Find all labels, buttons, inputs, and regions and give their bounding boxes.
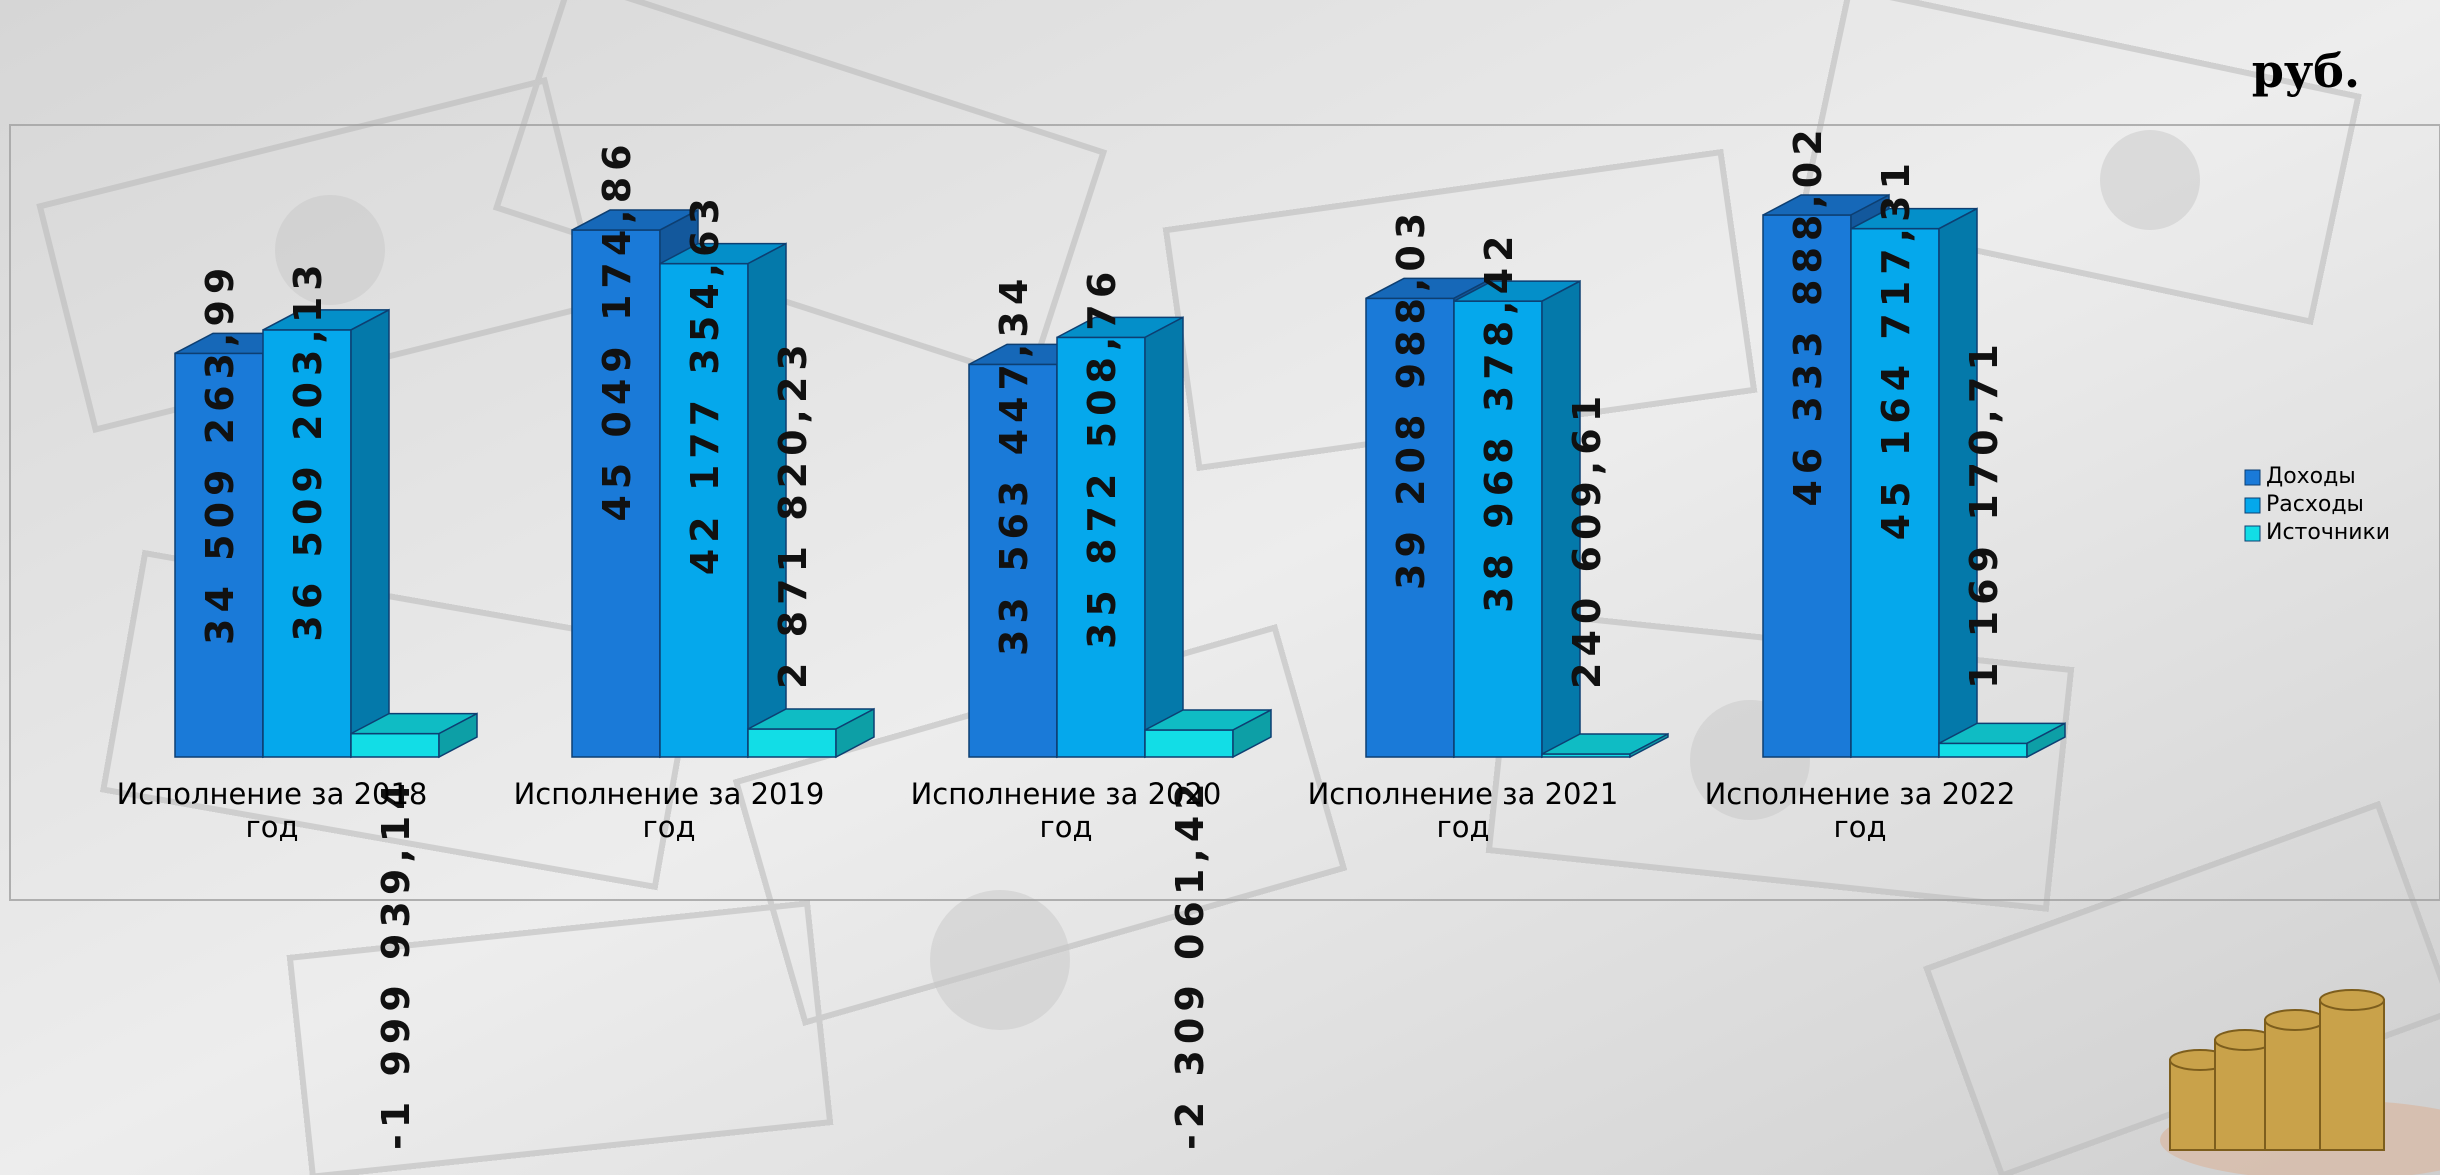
bar-Источники-1 <box>747 707 875 759</box>
data-label: 45 049 174,86 <box>595 138 639 521</box>
legend-label: Источники <box>2266 520 2390 545</box>
category-label: Исполнение за 2021 год <box>1308 777 1619 844</box>
chart-bars <box>174 193 2066 759</box>
bar-Источники-3 <box>1541 732 1669 759</box>
coins-decoration <box>2160 989 2440 1175</box>
legend-item-0: Доходы <box>2244 464 2356 489</box>
legend-item-1: Расходы <box>2244 492 2364 517</box>
category-label: Исполнение за 2018 год <box>117 777 428 844</box>
legend-label: Расходы <box>2266 492 2364 517</box>
bar-Источники-0 <box>350 712 478 759</box>
bar-Источники-2 <box>1144 708 1272 759</box>
legend-label: Доходы <box>2266 464 2356 489</box>
data-label: 39 208 988,03 <box>1389 207 1433 590</box>
data-label: 2 871 820,23 <box>771 338 815 689</box>
data-label: 33 563 447,34 <box>992 273 1036 656</box>
legend-item-2: Источники <box>2244 520 2390 545</box>
data-label: 240 609,61 <box>1565 390 1609 689</box>
data-label: 42 177 354,63 <box>683 192 727 575</box>
bar-Расходы-2 <box>1056 316 1184 759</box>
bar-Расходы-1 <box>659 242 787 759</box>
data-label: 46 333 888,02 <box>1786 123 1830 506</box>
data-label: 45 164 717,31 <box>1874 157 1918 540</box>
data-label: -1 999 939,14 <box>374 777 418 1150</box>
category-label: Исполнение за 2020 год <box>911 777 1222 844</box>
bar-Расходы-0 <box>262 308 390 759</box>
legend: Доходы Расходы Источники <box>2244 464 2390 545</box>
data-label: 36 509 203,13 <box>286 258 330 641</box>
bar-Расходы-4 <box>1850 207 1978 759</box>
category-labels: Исполнение за 2018 год Исполнение за 2019 г… <box>117 777 2016 844</box>
data-label: -2 309 061,42 <box>1168 777 1212 1150</box>
data-label: 35 872 508,76 <box>1080 266 1124 649</box>
bar-Расходы-3 <box>1453 279 1581 759</box>
data-label: 38 968 378,42 <box>1477 230 1521 613</box>
bar-Источники-4 <box>1938 722 2066 759</box>
data-label: 1 169 170,71 <box>1962 338 2006 689</box>
category-label: Исполнение за 2022 год <box>1705 777 2016 844</box>
unit-label: руб. <box>2251 44 2360 98</box>
data-labels: 34 509 263,99 36 509 203,13 -1 999 939,14 4… <box>198 123 2006 1150</box>
category-label: Исполнение за 2019 год <box>514 777 825 844</box>
data-label: 34 509 263,99 <box>198 262 242 645</box>
